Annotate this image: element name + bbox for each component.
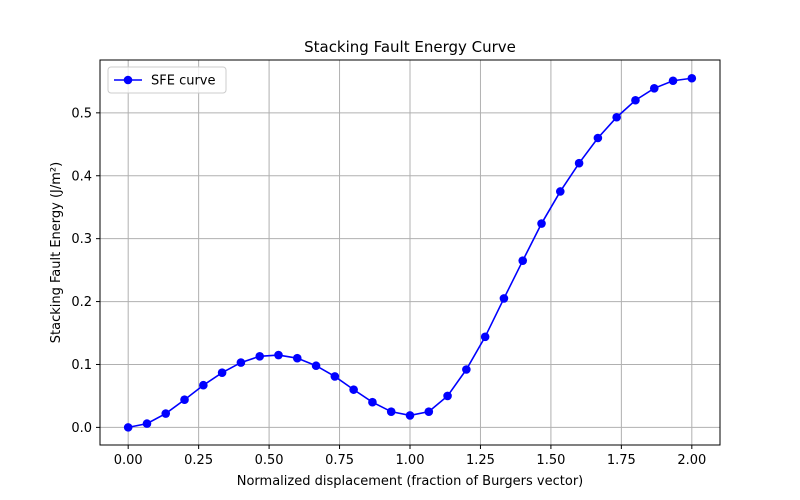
- chart-title: Stacking Fault Energy Curve: [304, 38, 516, 56]
- data-point: [462, 365, 471, 374]
- y-tick-label: 0.0: [71, 421, 92, 436]
- data-point: [537, 219, 546, 228]
- data-point: [123, 423, 133, 432]
- data-point: [349, 385, 358, 394]
- y-tick-label: 0.3: [71, 232, 92, 247]
- legend-marker: [123, 75, 133, 85]
- data-point: [593, 133, 603, 143]
- y-tick-label: 0.5: [71, 106, 92, 121]
- data-point: [574, 158, 584, 168]
- legend-label: SFE curve: [151, 74, 216, 89]
- data-point: [311, 361, 321, 371]
- data-point: [142, 419, 152, 428]
- data-point: [180, 395, 189, 405]
- data-point: [386, 407, 396, 416]
- data-point: [424, 407, 434, 416]
- data-point: [274, 350, 283, 360]
- x-tick-label: 1.75: [607, 453, 636, 468]
- x-tick-label: 0.00: [114, 453, 143, 468]
- data-point: [443, 391, 452, 401]
- data-point: [236, 358, 246, 367]
- y-tick-label: 0.2: [71, 295, 92, 310]
- data-point: [687, 73, 697, 83]
- legend-box: [107, 66, 227, 94]
- data-point: [255, 351, 265, 361]
- data-point: [480, 332, 490, 342]
- x-tick-label: 2.00: [677, 453, 706, 468]
- data-point: [199, 380, 208, 390]
- data-point: [330, 372, 340, 381]
- grid: [100, 60, 720, 445]
- data-point: [649, 84, 659, 93]
- data-point: [555, 187, 565, 196]
- x-axis: 0.00 0.25 0.50 0.75 1.00 1.25 1.50 1.75 2.00: [114, 445, 706, 468]
- data-point: [612, 112, 621, 122]
- data-point: [518, 256, 528, 265]
- x-tick-label: 0.50: [255, 453, 284, 468]
- y-tick-label: 0.4: [71, 169, 92, 184]
- data-point: [161, 409, 171, 418]
- y-axis-label: Stacking Fault Energy (J/m²): [49, 162, 64, 343]
- x-tick-label: 0.75: [325, 453, 354, 468]
- data-point: [405, 411, 415, 420]
- data-point: [668, 76, 678, 86]
- y-axis: 0.0 0.1 0.2 0.3 0.4 0.5: [71, 106, 100, 436]
- legend: SFE curve: [107, 66, 227, 94]
- data-point: [499, 294, 509, 303]
- x-axis-label: Normalized displacement (fraction of Bur…: [237, 474, 583, 489]
- x-tick-label: 1.50: [536, 453, 565, 468]
- x-tick-label: 1.25: [466, 453, 495, 468]
- data-point: [368, 397, 377, 407]
- data-point: [631, 95, 640, 105]
- y-tick-label: 0.1: [71, 358, 92, 373]
- x-tick-label: 0.25: [184, 453, 213, 468]
- series-layer: [123, 73, 697, 432]
- x-tick-label: 1.00: [396, 453, 425, 468]
- data-point: [292, 353, 302, 363]
- data-point: [217, 368, 227, 377]
